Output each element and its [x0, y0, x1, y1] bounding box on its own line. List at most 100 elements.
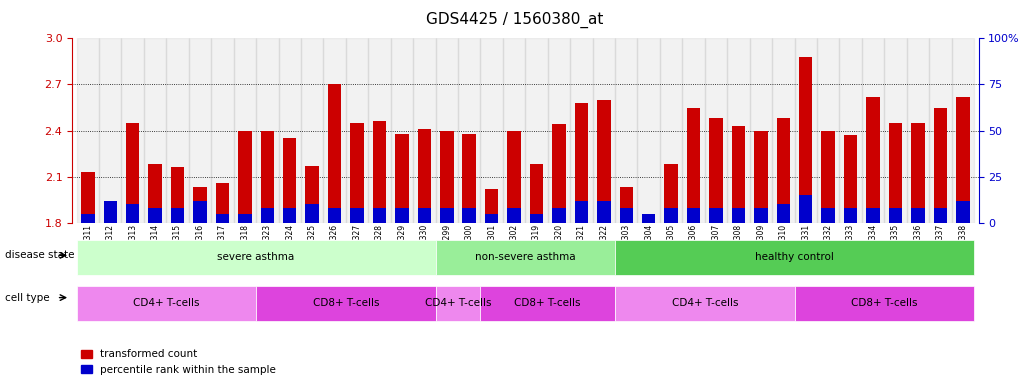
Bar [508, 208, 521, 223]
Bar [485, 214, 499, 223]
Bar [323, 38, 346, 223]
Bar [396, 134, 409, 223]
Bar [912, 208, 925, 223]
Bar [390, 38, 413, 223]
Bar [529, 214, 543, 223]
Bar [81, 172, 95, 223]
Bar [238, 131, 251, 223]
Bar [638, 38, 660, 223]
Bar [664, 164, 678, 223]
Bar [122, 38, 144, 223]
Bar [417, 129, 432, 223]
Bar [525, 38, 548, 223]
Bar [682, 38, 705, 223]
Bar [912, 123, 925, 223]
Bar [328, 84, 341, 223]
Bar [929, 38, 952, 223]
Bar [369, 38, 390, 223]
FancyBboxPatch shape [794, 286, 974, 321]
Bar [440, 131, 453, 223]
Bar [731, 126, 745, 223]
Bar [413, 38, 436, 223]
Bar [126, 123, 139, 223]
Bar [794, 38, 817, 223]
Bar [215, 183, 229, 223]
Bar [889, 123, 902, 223]
Bar [215, 214, 229, 223]
Bar [256, 38, 278, 223]
Text: severe asthma: severe asthma [217, 252, 295, 262]
Bar [619, 208, 633, 223]
FancyBboxPatch shape [436, 286, 480, 321]
Bar [885, 38, 906, 223]
Legend: transformed count, percentile rank within the sample: transformed count, percentile rank withi… [77, 345, 280, 379]
Bar [889, 208, 902, 223]
Bar [571, 38, 592, 223]
Bar [373, 121, 386, 223]
Bar [76, 38, 99, 223]
Bar [171, 208, 184, 223]
Bar [817, 38, 839, 223]
Bar [188, 38, 211, 223]
Bar [642, 214, 655, 223]
Text: CD4+ T-cells: CD4+ T-cells [672, 298, 739, 308]
Text: CD8+ T-cells: CD8+ T-cells [851, 298, 918, 308]
Bar [597, 200, 611, 223]
Bar [552, 208, 565, 223]
Bar [261, 208, 274, 223]
Bar [103, 200, 117, 223]
Bar [508, 131, 521, 223]
Bar [440, 208, 453, 223]
Bar [261, 131, 274, 223]
Bar [552, 124, 565, 223]
Bar [480, 38, 503, 223]
Bar [660, 38, 682, 223]
Bar [458, 38, 480, 223]
Bar [99, 38, 122, 223]
Bar [619, 187, 633, 223]
Bar [710, 118, 723, 223]
Bar [839, 38, 862, 223]
Bar [906, 38, 929, 223]
Bar [238, 214, 251, 223]
Bar [328, 208, 341, 223]
Bar [485, 189, 499, 223]
Bar [194, 200, 207, 223]
Bar [772, 38, 794, 223]
Bar [462, 134, 476, 223]
Bar [642, 218, 655, 223]
Bar [956, 200, 969, 223]
Bar [126, 204, 139, 223]
Text: healthy control: healthy control [755, 252, 834, 262]
Bar [283, 138, 297, 223]
Text: disease state: disease state [5, 250, 74, 260]
Bar [664, 208, 678, 223]
Text: GDS4425 / 1560380_at: GDS4425 / 1560380_at [426, 12, 604, 28]
Text: cell type: cell type [5, 293, 49, 303]
Bar [283, 208, 297, 223]
Text: CD8+ T-cells: CD8+ T-cells [312, 298, 379, 308]
Bar [597, 100, 611, 223]
Bar [301, 38, 323, 223]
Bar [822, 131, 835, 223]
Bar [799, 57, 813, 223]
Bar [933, 208, 948, 223]
Bar [705, 38, 727, 223]
Text: CD4+ T-cells: CD4+ T-cells [424, 298, 491, 308]
Bar [866, 208, 880, 223]
Bar [306, 166, 319, 223]
Bar [754, 131, 767, 223]
Bar [103, 218, 117, 223]
Bar [710, 208, 723, 223]
Bar [866, 97, 880, 223]
Bar [396, 208, 409, 223]
Bar [727, 38, 750, 223]
Bar [777, 118, 790, 223]
Bar [350, 208, 364, 223]
Bar [278, 38, 301, 223]
Bar [81, 214, 95, 223]
Bar [592, 38, 615, 223]
Bar [615, 38, 638, 223]
Bar [687, 208, 700, 223]
Bar [211, 38, 234, 223]
